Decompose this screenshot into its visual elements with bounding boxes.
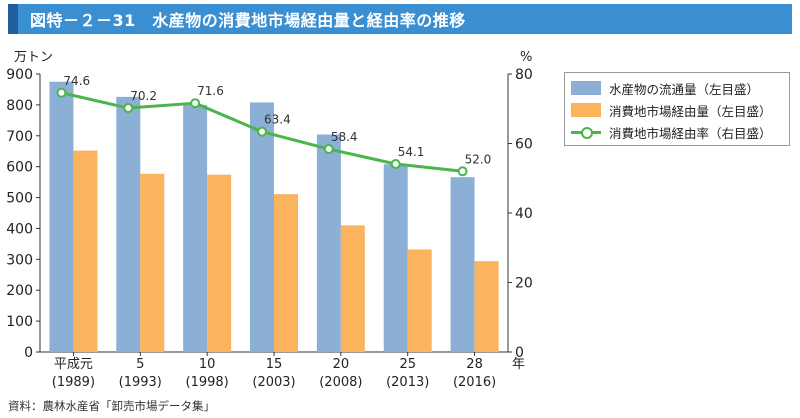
- left-tick-label: 200: [6, 283, 33, 299]
- bar-market-volume: [207, 174, 232, 352]
- rate-data-label: 70.2: [130, 89, 157, 103]
- x-tick-label: 25: [399, 357, 416, 372]
- bar-market-volume: [474, 261, 499, 352]
- left-tick-label: 700: [6, 129, 33, 145]
- rate-data-label: 63.4: [264, 113, 291, 127]
- left-tick-label: 400: [6, 221, 33, 237]
- chart-title: 図特－２－31 水産物の消費地市場経由量と経由率の推移: [30, 11, 466, 30]
- legend-swatch-market-volume: [571, 103, 601, 117]
- legend: 水産物の流通量（左目盛） 消費地市場経由量（左目盛） 消費地市場経由率（右目盛）: [564, 72, 790, 146]
- x-tick-sublabel: (1998): [186, 375, 229, 390]
- x-tick-label: 5: [136, 357, 144, 372]
- bar-market-volume: [340, 225, 365, 352]
- rate-point: [56, 87, 67, 98]
- right-axis-unit: %: [520, 50, 532, 65]
- rate-point: [390, 159, 401, 170]
- x-tick-sublabel: (2003): [252, 375, 295, 390]
- bar-supply: [116, 96, 141, 352]
- x-tick-sublabel: (2008): [319, 375, 362, 390]
- legend-swatch-supply: [571, 81, 601, 95]
- right-tick-label: 80: [515, 67, 533, 83]
- left-tick-label: 0: [24, 345, 33, 361]
- bar-supply: [250, 102, 274, 352]
- rate-data-label: 74.6: [63, 74, 90, 88]
- bar-market-volume: [73, 150, 98, 352]
- left-tick-label: 100: [6, 314, 33, 330]
- x-tick-label: 10: [199, 357, 216, 372]
- x-tick-label: 20: [333, 357, 350, 372]
- rate-point: [190, 98, 201, 109]
- right-tick-label: 0: [515, 345, 524, 361]
- legend-label-supply: 水産物の流通量（左目盛）: [609, 81, 760, 97]
- year-suffix: 年: [512, 357, 525, 372]
- legend-item-market-rate: 消費地市場経由率（右目盛）: [571, 121, 783, 143]
- legend-line-marker-icon: [571, 125, 601, 139]
- left-tick-label: 600: [6, 160, 33, 176]
- bars: [49, 81, 499, 352]
- bar-supply: [183, 104, 208, 352]
- x-tick-label: 15: [266, 357, 283, 372]
- left-tick-label: 800: [6, 98, 33, 114]
- rate-data-label: 71.6: [197, 84, 224, 98]
- rate-point: [457, 166, 468, 177]
- x-tick-sublabel: (2016): [453, 375, 496, 390]
- left-tick-label: 300: [6, 252, 33, 268]
- left-axis-unit: 万トン: [14, 50, 53, 65]
- x-tick-sublabel: (1989): [52, 375, 95, 390]
- bar-market-volume: [140, 173, 165, 352]
- title-bar: 図特－２－31 水産物の消費地市場経由量と経由率の推移: [8, 4, 792, 34]
- right-tick-label: 40: [515, 206, 533, 222]
- x-tick-label: 平成元: [54, 357, 93, 372]
- rate-line: 74.6 70.2 71.6 63.4 58.4 54.1 52.0: [56, 74, 492, 177]
- legend-item-market-volume: 消費地市場経由量（左目盛）: [571, 99, 783, 121]
- legend-item-supply: 水産物の流通量（左目盛）: [571, 77, 783, 99]
- bar-supply: [316, 134, 341, 352]
- rate-data-label: 54.1: [398, 145, 425, 159]
- right-tick-label: 20: [515, 276, 533, 292]
- rate-data-label: 58.4: [331, 130, 358, 144]
- x-axis-labels: 平成元 (1989) 5 (1993) 10 (1998) 15 (2003) 20 (2008)…: [52, 357, 496, 390]
- bar-market-volume: [274, 194, 298, 352]
- title-accent-stripe: [8, 4, 18, 34]
- right-tick-label: 60: [515, 137, 533, 153]
- axes: 0 100 200 300 400 500 600 700 800 900 0 20 40 60 80: [6, 67, 533, 361]
- bar-supply: [49, 81, 74, 352]
- rate-point: [257, 126, 267, 137]
- x-tick-sublabel: (1993): [119, 375, 162, 390]
- x-tick-label: 28: [466, 357, 483, 372]
- rate-data-label: 52.0: [465, 152, 492, 166]
- left-tick-label: 900: [6, 67, 33, 83]
- rate-point: [323, 144, 334, 155]
- legend-label-market-volume: 消費地市場経由量（左目盛）: [609, 103, 772, 119]
- source-note: 資料：農林水産省「卸売市場データ集」: [8, 399, 215, 413]
- chart-canvas: 万トン % 0 100 200 300 400 500 600 700 800 900 0 20 40 6…: [6, 50, 533, 390]
- bar-supply: [450, 177, 475, 352]
- legend-label-market-rate: 消費地市場経由率（右目盛）: [609, 125, 772, 141]
- bar-supply: [383, 164, 408, 352]
- bar-market-volume: [407, 249, 432, 352]
- rate-point: [123, 103, 134, 114]
- x-tick-sublabel: (2013): [386, 375, 429, 390]
- left-tick-label: 500: [6, 191, 33, 207]
